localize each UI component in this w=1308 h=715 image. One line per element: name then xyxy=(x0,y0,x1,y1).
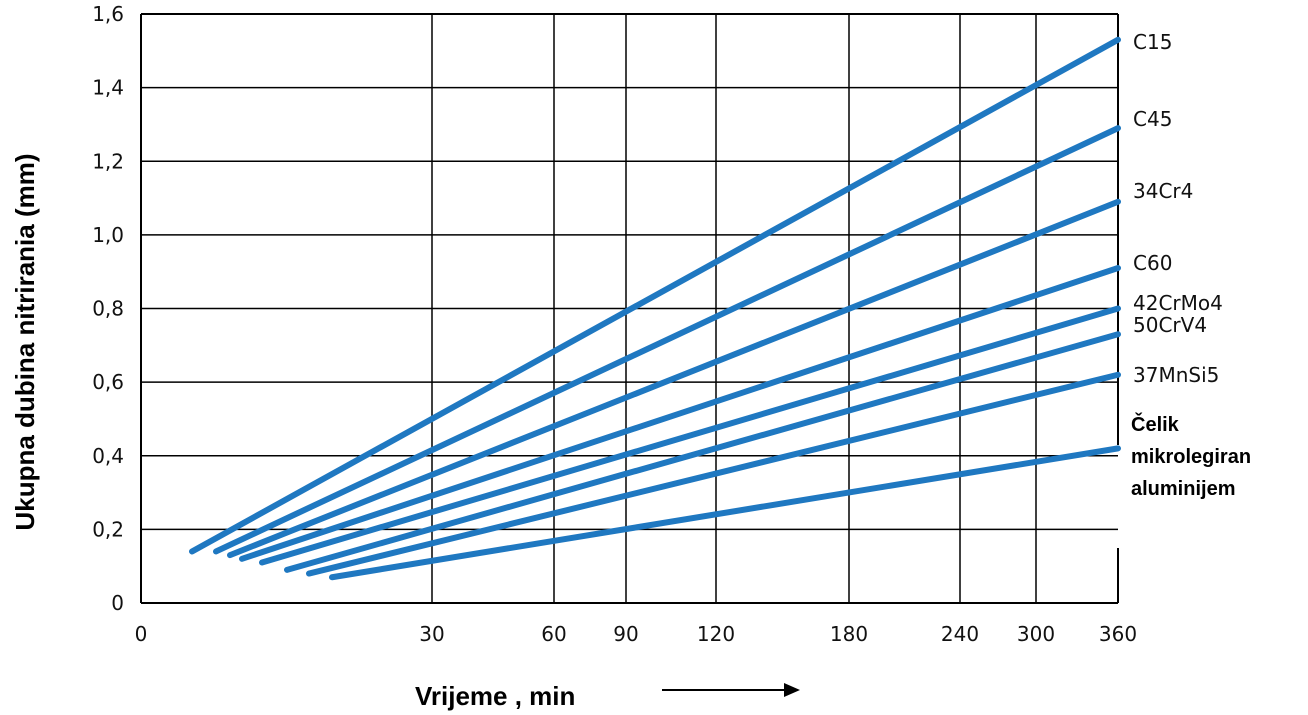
series-label-7: mikrolegiran xyxy=(1131,446,1251,468)
y-tick-label: 1,2 xyxy=(92,149,124,173)
y-tick-label: 1,4 xyxy=(92,76,124,100)
series-line-2 xyxy=(227,198,1121,559)
series-label-3: C60 xyxy=(1133,251,1172,275)
series-line-4 xyxy=(259,305,1121,566)
y-axis-title: Ukupna dubina nitrirania (mm) xyxy=(10,153,40,530)
y-tick-label: 0,8 xyxy=(92,297,124,321)
x-tick-labels: 0 30 60 90 120 180 240 300 360 xyxy=(135,622,1137,646)
series-label-6: 37MnSi5 xyxy=(1133,363,1219,387)
series-line-5 xyxy=(284,331,1121,573)
series-label-4: 42CrMo4 xyxy=(1133,291,1223,315)
x-tick-label: 0 xyxy=(135,622,148,646)
x-tick-label: 240 xyxy=(941,622,979,646)
y-tick-label: 0 xyxy=(111,591,124,615)
x-tick-label: 300 xyxy=(1017,622,1055,646)
series-label-5: 50CrV4 xyxy=(1133,313,1207,337)
x-axis-title: Vrijeme , min xyxy=(415,681,575,711)
series-lines xyxy=(189,36,1121,581)
x-tick-label: 360 xyxy=(1099,622,1137,646)
series-line-6 xyxy=(306,371,1121,577)
y-tick-label: 0,6 xyxy=(92,370,124,394)
x-tick-label: 120 xyxy=(697,622,735,646)
y-tick-label: 1,6 xyxy=(92,2,124,26)
series-label-1: C45 xyxy=(1133,107,1172,131)
series-line-0 xyxy=(189,36,1121,555)
y-tick-label: 0,4 xyxy=(92,444,124,468)
y-tick-label: 1,0 xyxy=(92,223,124,247)
series-label-7: aluminijem xyxy=(1131,478,1235,500)
x-axis-arrow xyxy=(662,683,800,697)
x-tick-label: 30 xyxy=(419,622,444,646)
series-label-2: 34Cr4 xyxy=(1133,179,1193,203)
series-label-7: Čelik xyxy=(1131,412,1180,436)
y-tick-label: 0,2 xyxy=(92,517,124,541)
x-tick-label: 180 xyxy=(830,622,868,646)
y-tick-labels: 0 0,2 0,4 0,6 0,8 1,0 1,2 1,4 1,6 xyxy=(92,2,124,615)
x-tick-label: 60 xyxy=(541,622,566,646)
x-tick-label: 90 xyxy=(613,622,638,646)
series-label-0: C15 xyxy=(1133,30,1172,54)
series-line-1 xyxy=(213,125,1121,555)
series-line-3 xyxy=(239,265,1121,562)
series-line-7 xyxy=(329,445,1121,581)
